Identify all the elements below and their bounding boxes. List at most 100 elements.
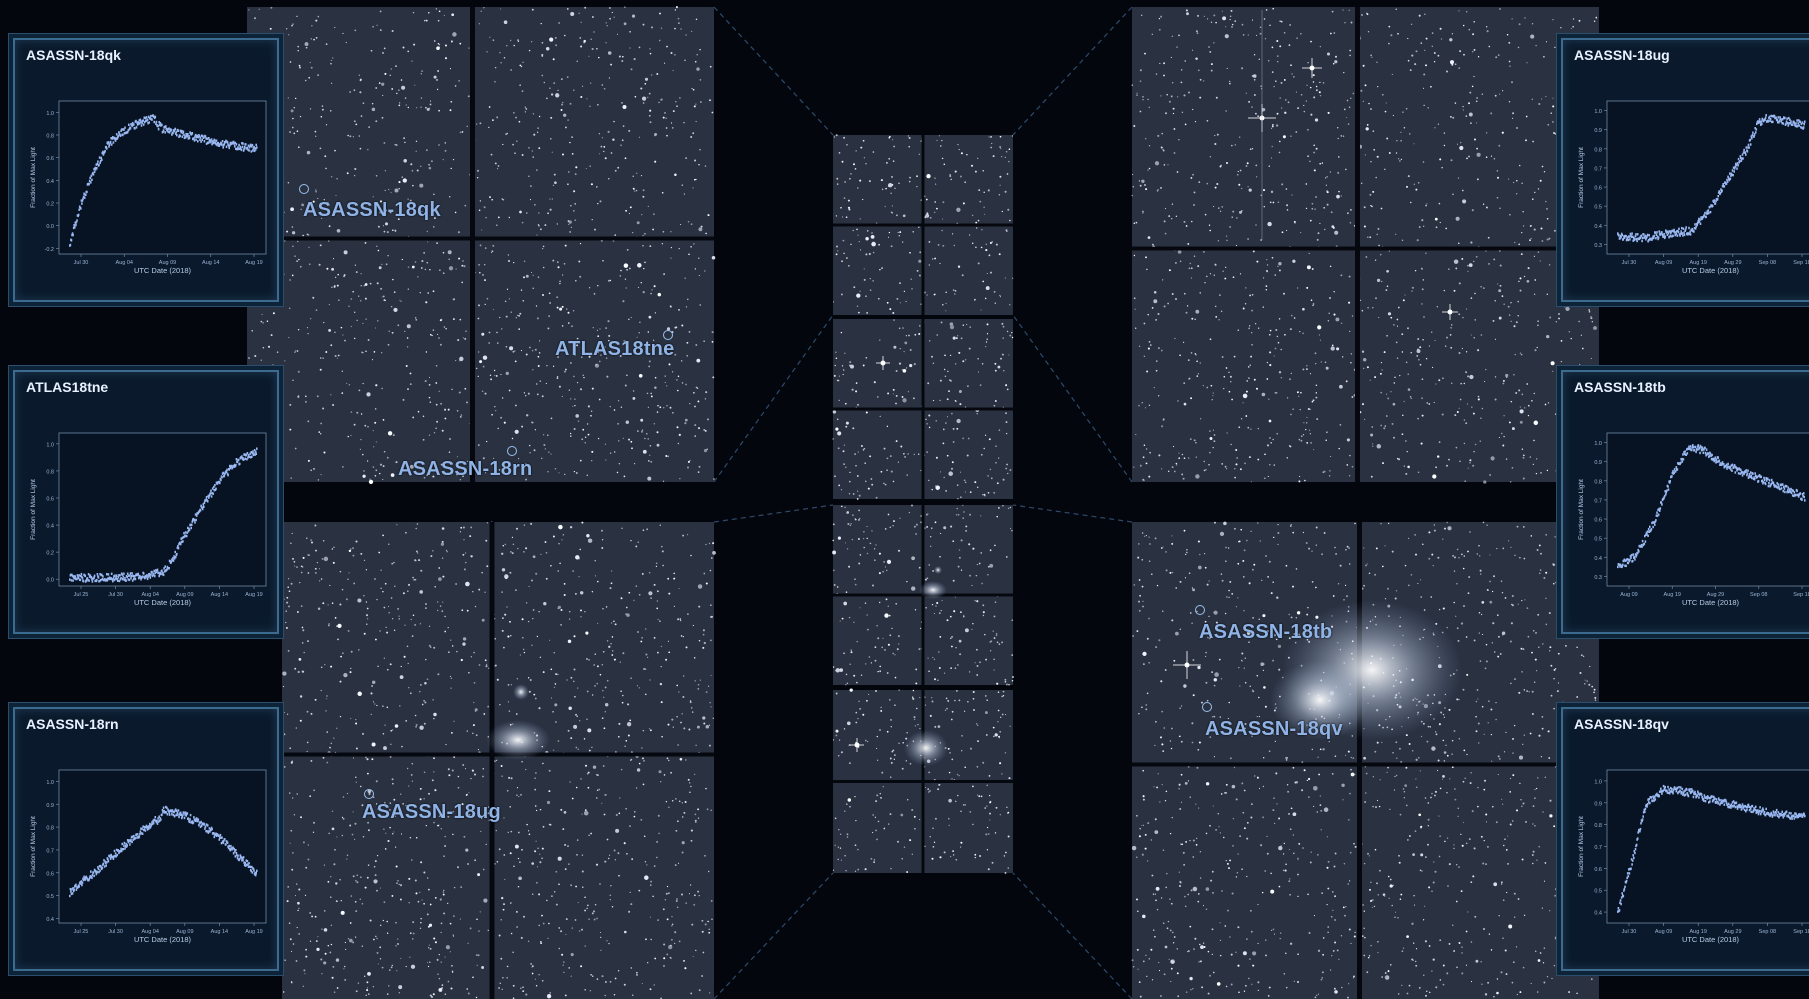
- marker-qv[interactable]: [1202, 702, 1212, 712]
- data-point: [254, 148, 257, 151]
- data-point: [210, 828, 212, 832]
- data-point: [1782, 490, 1785, 493]
- data-point: [1735, 801, 1738, 804]
- data-point: [79, 881, 82, 884]
- data-point: [158, 574, 160, 578]
- data-point: [1754, 808, 1756, 812]
- data-point: [1749, 138, 1751, 142]
- data-point: [128, 123, 130, 126]
- data-point: [247, 144, 250, 147]
- data-point: [1745, 470, 1747, 474]
- data-point: [184, 136, 187, 139]
- data-point: [1683, 790, 1685, 793]
- data-point: [236, 147, 239, 150]
- data-point: [1731, 801, 1734, 804]
- data-point: [1709, 800, 1711, 803]
- data-point: [128, 839, 131, 842]
- lightcurve-panel-rn[interactable]: ASASSN-18rn 0.4 0.5 0.6 0.7 0.8 0.9 1.0 Jul 25 J…: [13, 707, 279, 971]
- data-point: [129, 574, 131, 577]
- lightcurve-panel-tne[interactable]: ATLAS18tne 0.0 0.2 0.4 0.6 0.8 1.0 Jul 25 Jul 3…: [13, 370, 279, 634]
- marker-tne[interactable]: [663, 330, 673, 340]
- data-point: [1631, 235, 1634, 238]
- data-point: [1731, 469, 1733, 472]
- data-point: [182, 540, 184, 543]
- y-tick-label: 0.3: [1594, 575, 1602, 581]
- marker-rn[interactable]: [507, 446, 517, 456]
- data-point: [1688, 788, 1690, 791]
- data-point: [1761, 122, 1763, 126]
- data-point: [1681, 787, 1684, 791]
- data-point: [248, 146, 251, 149]
- x-tick-label: Aug 04: [141, 592, 158, 598]
- marker-tb[interactable]: [1195, 605, 1205, 615]
- data-point: [243, 147, 245, 151]
- data-point: [137, 572, 139, 576]
- data-point: [107, 573, 110, 576]
- data-point: [1751, 137, 1753, 140]
- data-point: [238, 143, 240, 147]
- data-point: [222, 146, 224, 149]
- data-point: [155, 120, 158, 124]
- data-point: [91, 578, 93, 581]
- lightcurve-panel-ug[interactable]: ASASSN-18ug 0.3 0.4 0.5 0.6 0.7 0.8 0.9 1.0 Jul …: [1561, 38, 1809, 302]
- data-point: [1681, 460, 1684, 463]
- data-point: [1698, 217, 1700, 221]
- data-point: [134, 127, 136, 130]
- data-point: [1681, 457, 1683, 461]
- data-point: [1768, 115, 1771, 118]
- data-point: [156, 568, 159, 571]
- data-point: [1696, 223, 1698, 227]
- data-point: [1793, 817, 1796, 820]
- marker-qk[interactable]: [299, 184, 309, 194]
- data-point: [83, 196, 86, 199]
- data-point: [1698, 446, 1701, 449]
- data-point: [163, 125, 166, 129]
- data-point: [1752, 472, 1754, 475]
- data-point: [1702, 215, 1705, 219]
- data-point: [1619, 899, 1622, 902]
- data-point: [82, 197, 84, 201]
- data-point: [195, 518, 197, 522]
- data-point: [161, 569, 163, 572]
- data-point: [1692, 444, 1694, 447]
- data-point: [1760, 475, 1762, 478]
- y-tick-label: 0.9: [1594, 801, 1602, 807]
- data-point: [1677, 230, 1680, 234]
- marker-ug[interactable]: [364, 789, 374, 799]
- data-point: [74, 577, 76, 580]
- x-tick-label: Aug 14: [211, 592, 228, 598]
- data-point: [1704, 211, 1706, 215]
- data-point: [1799, 121, 1802, 124]
- lightcurve-panel-qk[interactable]: ASASSN-18qk -0.2 0.0 0.2 0.4 0.6 0.8 1.0 Jul 30…: [13, 38, 279, 302]
- data-point: [125, 842, 127, 846]
- data-point: [1692, 789, 1694, 793]
- data-point: [163, 809, 165, 813]
- lightcurve-panel-qv[interactable]: ASASSN-18qv 0.4 0.5 0.6 0.7 0.8 0.9 1.0 Jul 30 A…: [1561, 707, 1809, 971]
- data-point: [1764, 118, 1766, 121]
- data-point: [1801, 815, 1804, 818]
- data-point: [1727, 175, 1729, 178]
- data-point: [1744, 151, 1746, 154]
- data-point: [1703, 214, 1706, 217]
- data-point: [1731, 169, 1734, 172]
- data-point: [103, 859, 105, 862]
- data-point: [121, 842, 123, 846]
- data-point: [1804, 120, 1806, 123]
- data-point: [1741, 805, 1743, 808]
- data-point: [1683, 231, 1685, 234]
- data-point: [75, 888, 78, 891]
- data-point: [136, 836, 138, 839]
- data-point: [103, 151, 105, 155]
- data-point: [164, 565, 166, 568]
- bright-star: [1442, 304, 1458, 320]
- lightcurve-panel-tb[interactable]: ASASSN-18tb 0.3 0.4 0.5 0.6 0.7 0.8 0.9 1.0 Aug …: [1561, 370, 1809, 634]
- data-point: [1641, 545, 1643, 548]
- data-point: [173, 815, 176, 818]
- data-point: [143, 116, 146, 119]
- data-point: [1727, 805, 1729, 809]
- data-point: [254, 450, 257, 453]
- data-point: [1727, 177, 1730, 180]
- label-qv: ASASSN-18qv: [1205, 718, 1343, 740]
